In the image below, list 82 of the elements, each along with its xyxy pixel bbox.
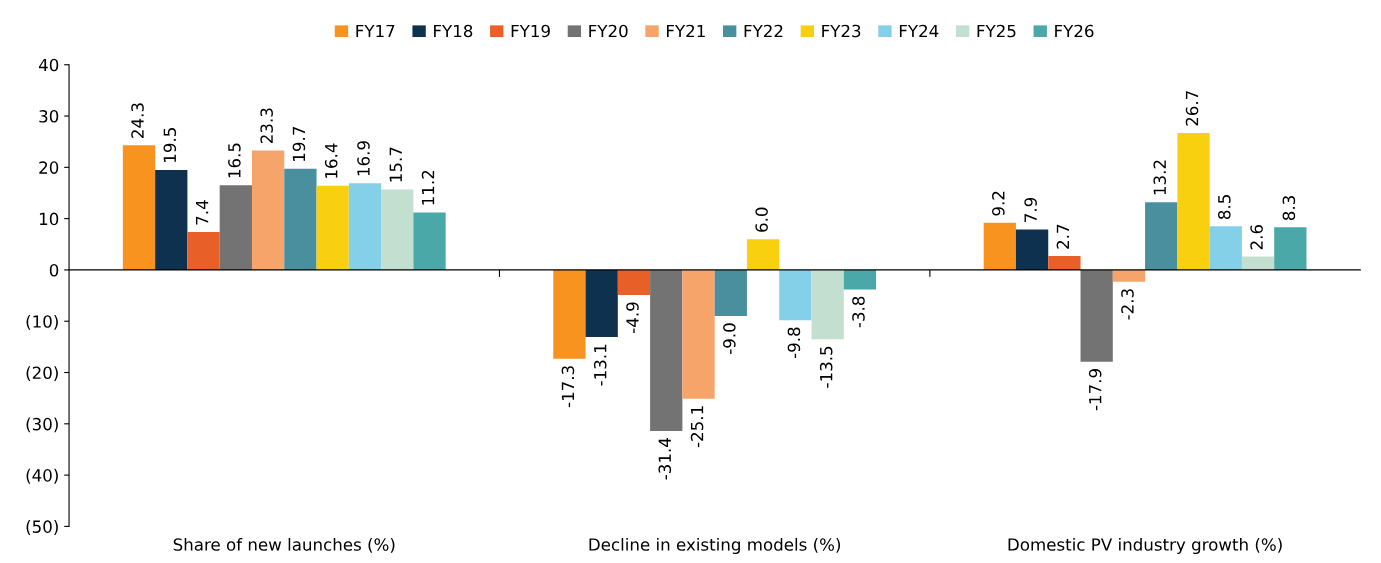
bar	[983, 222, 1016, 270]
bar	[617, 269, 651, 296]
text: 8.3	[1282, 196, 1296, 221]
x-tick-label: Domestic PV industry growth (%)	[1008, 537, 1282, 555]
bar	[746, 239, 780, 270]
bar	[348, 183, 382, 270]
bar	[122, 145, 156, 270]
text: -9.0	[723, 323, 736, 354]
bar	[553, 269, 586, 359]
bar	[585, 269, 618, 338]
legend-label: FY24	[899, 24, 939, 38]
y-tick-label: (20)	[26, 366, 58, 382]
text: 23.3	[260, 108, 273, 144]
bar	[1015, 229, 1049, 270]
text: -3.8	[852, 296, 865, 328]
y-tick-label: 20	[39, 161, 59, 174]
legend-label: FY20	[589, 24, 628, 38]
bar	[843, 269, 877, 290]
text: 11.2	[421, 170, 435, 205]
legend-label: FY17	[356, 24, 395, 38]
y-tick-label: 10	[39, 212, 59, 226]
bar	[381, 189, 414, 270]
text: 9.2	[992, 191, 1005, 216]
text: -13.1	[593, 344, 607, 386]
y-tick-label: (30)	[26, 417, 58, 433]
x-tick-label: Share of new launches (%)	[173, 537, 395, 553]
bar	[1274, 227, 1307, 270]
bar	[714, 269, 747, 317]
text: 16.4	[324, 143, 338, 178]
text: 24.3	[131, 103, 144, 138]
legend-label: FY18	[434, 24, 473, 38]
bar	[284, 168, 317, 270]
text: -17.9	[1088, 369, 1102, 411]
legend-label: FY19	[511, 24, 550, 38]
bar	[1048, 256, 1081, 270]
text: 16.9	[357, 141, 370, 176]
bar	[650, 269, 683, 431]
legend-label: FY23	[822, 24, 861, 38]
bar	[187, 231, 220, 270]
y-tick-label: (50)	[26, 520, 58, 535]
text: 15.7	[389, 147, 403, 182]
legend-label: FY26	[1055, 24, 1094, 38]
bar	[682, 269, 715, 399]
bar	[219, 185, 252, 270]
bar	[251, 150, 285, 270]
bar	[1177, 132, 1210, 270]
legend-label: FY22	[744, 24, 783, 38]
bar	[1145, 202, 1178, 270]
x-tick-label: Decline in existing models (%)	[589, 537, 841, 555]
text: 7.9	[1024, 197, 1037, 222]
text: 6.0	[755, 207, 768, 232]
text: -17.3	[561, 366, 575, 408]
bar	[413, 212, 446, 270]
y-tick-label: 0	[49, 263, 59, 277]
y-tick-label: (40)	[26, 468, 58, 484]
y-tick-label: 40	[38, 58, 59, 72]
bar	[779, 269, 812, 321]
text: 2.6	[1250, 224, 1263, 250]
bar	[1112, 269, 1146, 282]
bar	[1080, 269, 1113, 362]
text: -2.3	[1121, 289, 1134, 320]
bar	[1209, 226, 1242, 270]
text: 13.2	[1153, 160, 1167, 195]
y-tick-label: 30	[39, 110, 59, 123]
text: -31.4	[658, 438, 672, 480]
text: 19.5	[163, 128, 177, 162]
bar	[155, 169, 188, 270]
text: -9.8	[787, 327, 801, 359]
y-tick-label: (10)	[26, 314, 58, 330]
text: 7.4	[196, 200, 209, 225]
text: 16.5	[228, 143, 241, 178]
text: -4.9	[626, 302, 639, 333]
text: 8.5	[1218, 195, 1231, 220]
legend-label: FY21	[667, 24, 705, 38]
text: -25.1	[690, 406, 704, 448]
legend-label: FY25	[977, 24, 1016, 38]
bar	[316, 185, 349, 270]
bar	[811, 269, 844, 340]
text: -13.5	[819, 346, 833, 388]
text: 19.7	[292, 127, 306, 161]
text: 2.7	[1056, 224, 1069, 249]
text: 26.7	[1185, 91, 1199, 126]
